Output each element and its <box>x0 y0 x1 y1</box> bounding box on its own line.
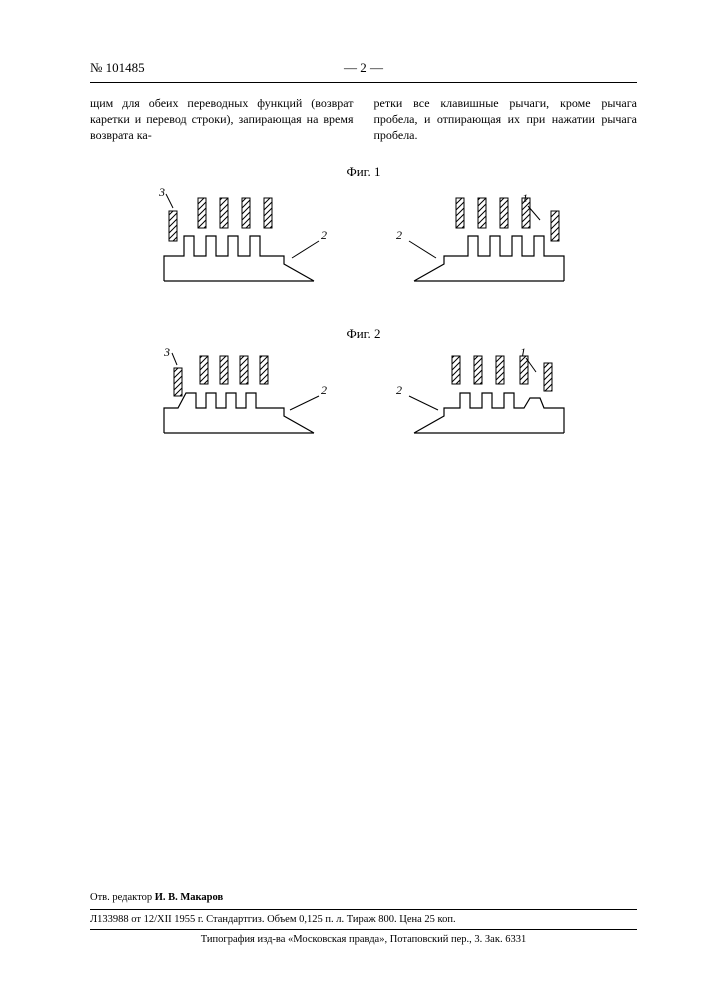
fig1-label: Фиг. 1 <box>90 164 637 180</box>
fig2-block: 3 2 1 2 <box>90 348 637 448</box>
fig1-callout-2l: 2 <box>321 228 327 242</box>
fig2-callout-1: 1 <box>520 348 526 359</box>
body-col-right: ретки все клавишные рычаги, кроме рычага… <box>374 95 638 144</box>
fig2-callout-3: 3 <box>163 348 170 359</box>
fig1-callout-2r: 2 <box>396 228 402 242</box>
editor-label: Отв. редактор <box>90 892 152 903</box>
page-number: — 2 — <box>145 60 583 76</box>
editor-name: И. В. Макаров <box>155 892 223 903</box>
body-col-left: щим для обеих переводных функций (возвра… <box>90 95 354 144</box>
footer-rule-2 <box>90 929 637 930</box>
fig1-callout-3: 3 <box>158 186 165 199</box>
fig1-svg: 3 2 1 2 <box>144 186 584 296</box>
header-rule <box>90 82 637 83</box>
doc-number: № 101485 <box>90 60 145 76</box>
footer-printer: Типография изд-ва «Московская правда», П… <box>90 934 637 945</box>
fig2-svg: 3 2 1 2 <box>144 348 584 448</box>
footer-meta: Л133988 от 12/XII 1955 г. Стандартгиз. О… <box>90 914 637 925</box>
fig2-callout-2r: 2 <box>396 383 402 397</box>
editor-line: Отв. редактор И. В. Макаров <box>90 892 637 903</box>
fig1-callout-1: 1 <box>522 191 528 205</box>
fig1-block: 3 2 1 2 <box>90 186 637 296</box>
footer-rule-1 <box>90 909 637 910</box>
header-row: № 101485 — 2 — № 101485 <box>90 60 637 76</box>
fig2-label: Фиг. 2 <box>90 326 637 342</box>
footer: Отв. редактор И. В. Макаров Л133988 от 1… <box>90 892 637 945</box>
page-container: № 101485 — 2 — № 101485 щим для обеих пе… <box>0 0 707 1000</box>
body-columns: щим для обеих переводных функций (возвра… <box>90 95 637 144</box>
fig2-callout-2l: 2 <box>321 383 327 397</box>
